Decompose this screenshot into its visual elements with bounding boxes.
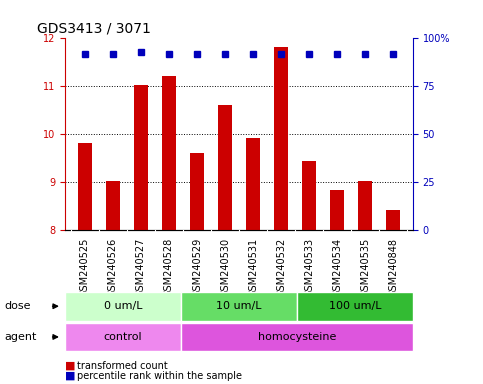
Bar <box>190 153 204 230</box>
Text: GSM240529: GSM240529 <box>192 238 202 297</box>
Text: dose: dose <box>5 301 31 311</box>
Bar <box>274 47 288 230</box>
Bar <box>218 104 232 230</box>
Text: GSM240533: GSM240533 <box>304 238 314 297</box>
Text: agent: agent <box>5 332 37 342</box>
Text: GSM240528: GSM240528 <box>164 238 174 297</box>
Text: GSM240532: GSM240532 <box>276 238 286 297</box>
Text: ■: ■ <box>65 371 76 381</box>
Text: 10 um/L: 10 um/L <box>216 301 262 311</box>
Text: control: control <box>104 332 142 342</box>
Bar <box>358 182 372 230</box>
Text: ■: ■ <box>65 361 76 371</box>
Text: 100 um/L: 100 um/L <box>329 301 381 311</box>
Text: GSM240848: GSM240848 <box>388 238 398 296</box>
Bar <box>78 143 92 230</box>
Bar <box>302 161 316 230</box>
Bar <box>162 76 176 230</box>
Bar <box>106 182 120 230</box>
Text: percentile rank within the sample: percentile rank within the sample <box>77 371 242 381</box>
Bar <box>246 138 260 230</box>
Text: GSM240525: GSM240525 <box>80 238 90 297</box>
Text: GDS3413 / 3071: GDS3413 / 3071 <box>37 22 151 36</box>
Text: GSM240527: GSM240527 <box>136 238 146 297</box>
Bar <box>386 210 400 230</box>
Bar <box>330 190 344 230</box>
Text: GSM240535: GSM240535 <box>360 238 370 297</box>
Text: GSM240531: GSM240531 <box>248 238 258 297</box>
Text: GSM240534: GSM240534 <box>332 238 342 297</box>
Text: GSM240530: GSM240530 <box>220 238 230 297</box>
Text: transformed count: transformed count <box>77 361 168 371</box>
Text: GSM240526: GSM240526 <box>108 238 118 297</box>
Text: homocysteine: homocysteine <box>258 332 336 342</box>
Bar <box>134 86 148 230</box>
Text: 0 um/L: 0 um/L <box>104 301 142 311</box>
